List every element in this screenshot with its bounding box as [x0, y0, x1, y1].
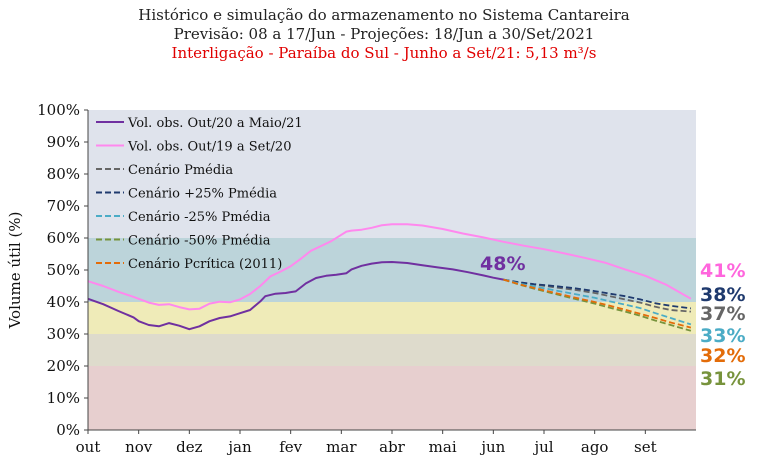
series-line-1 [87, 223, 692, 311]
x-tick-label: ago [581, 438, 609, 456]
x-tick-label: jun [479, 438, 505, 456]
y-axis-label: Volume útil (%) [6, 212, 24, 330]
band-0 [88, 366, 696, 430]
end-value-label-0: 41% [700, 260, 745, 282]
band-1 [88, 334, 696, 366]
end-value-label-1: 38% [700, 284, 745, 306]
y-tick-label: 0% [56, 421, 80, 439]
y-tick-label: 90% [47, 133, 80, 151]
current-value-label: 48% [480, 253, 525, 275]
y-tick-label: 50% [47, 261, 80, 279]
x-tick-label: mai [429, 438, 457, 456]
series-line-0 [87, 261, 504, 331]
y-tick-label: 40% [47, 293, 80, 311]
x-tick-label: mar [326, 438, 357, 456]
chart-subtitle-transfer: Interligação - Paraíba do Sul - Junho a … [171, 44, 597, 62]
series-line-3 [503, 278, 692, 310]
y-tick-label: 20% [47, 357, 80, 375]
x-tick-label: abr [379, 438, 406, 456]
y-tick-label: 60% [47, 229, 80, 247]
chart-subtitle: Previsão: 08 a 17/Jun - Projeções: 18/Ju… [173, 25, 595, 43]
end-value-label-2: 37% [700, 303, 745, 325]
band-4 [88, 110, 696, 238]
legend-entry-0: Vol. obs. Out/20 a Maio/21 [127, 116, 303, 131]
legend-entry-5: Cenário -50% Pmédia [128, 234, 271, 249]
series-line-4 [503, 278, 692, 326]
y-tick-label: 100% [37, 101, 80, 119]
x-tick-label: fev [279, 438, 302, 456]
x-tick-label: out [76, 438, 101, 456]
series-line-6 [503, 278, 692, 329]
y-tick-label: 30% [47, 325, 80, 343]
x-tick-label: jul [532, 438, 553, 456]
legend-entry-1: Vol. obs. Out/19 a Set/20 [127, 140, 291, 155]
x-tick-label: nov [125, 438, 153, 456]
y-tick-label: 10% [47, 389, 80, 407]
end-value-label-3: 33% [700, 325, 745, 347]
x-tick-label: jan [226, 438, 252, 456]
legend-entry-3: Cenário +25% Pmédia [128, 187, 277, 202]
end-value-label-5: 31% [700, 368, 745, 390]
legend-entry-4: Cenário -25% Pmédia [128, 210, 271, 225]
legend-entry-6: Cenário Pcrítica (2011) [128, 257, 282, 272]
x-tick-label: set [634, 438, 657, 456]
y-tick-label: 80% [47, 165, 80, 183]
x-tick-label: dez [176, 438, 202, 456]
legend-entry-2: Cenário Pmédia [128, 163, 233, 178]
chart-title: Histórico e simulação do armazenamento n… [138, 6, 630, 24]
y-tick-label: 70% [47, 197, 80, 215]
end-value-label-4: 32% [700, 345, 745, 367]
